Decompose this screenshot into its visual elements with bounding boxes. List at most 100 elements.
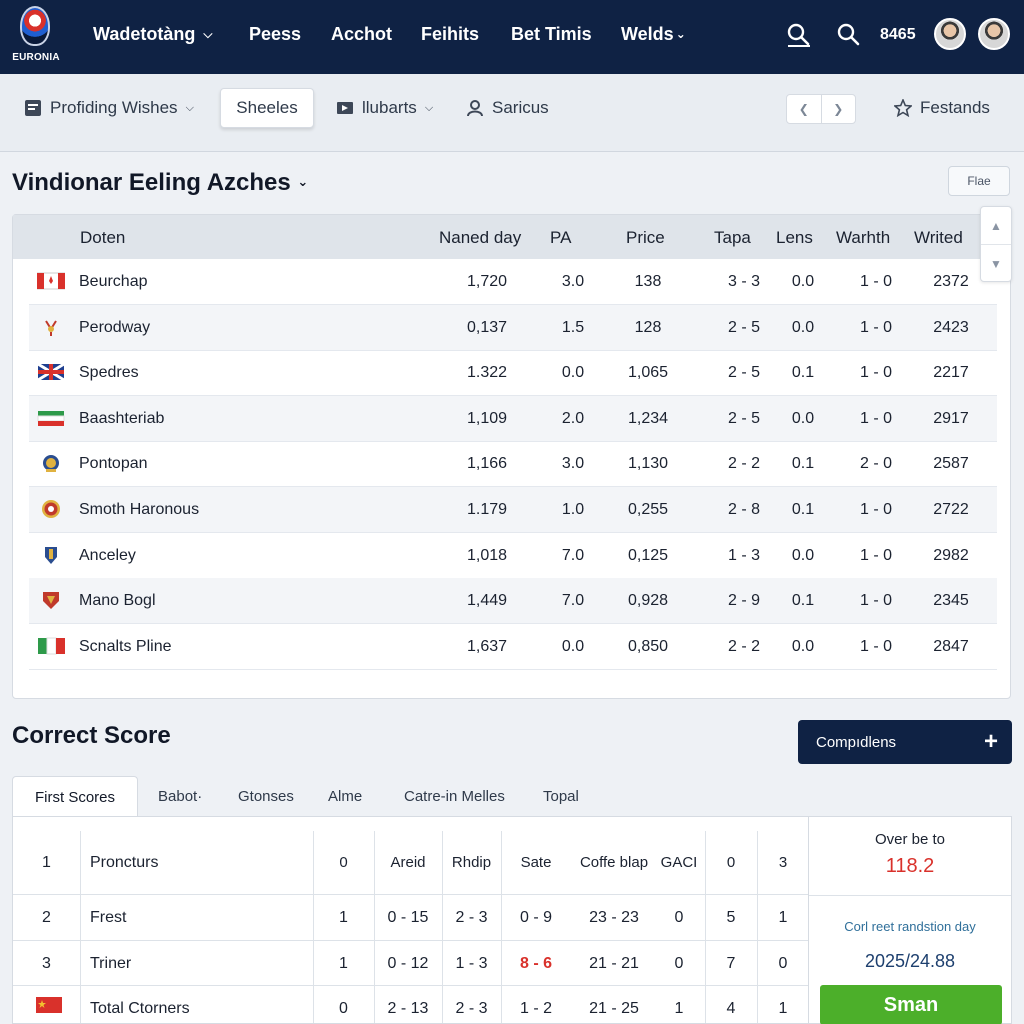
nav-item-3[interactable]: Feihits xyxy=(421,24,479,45)
cell-price[interactable]: 0,850 xyxy=(627,637,669,655)
cell-named-day[interactable]: 1,637 xyxy=(466,637,508,655)
cell-writed[interactable]: 2345 xyxy=(933,592,969,610)
tab-gtonses[interactable]: Gtonses xyxy=(238,788,294,805)
table-row[interactable]: Beurchap 1,720 3.0 138 3 - 3 0.0 1 - 0 2372 xyxy=(29,259,997,305)
cell-c3[interactable]: 1 - 3 xyxy=(455,954,488,972)
cell-c5[interactable]: Coffe blap xyxy=(579,854,649,871)
cell-c1[interactable]: 0 xyxy=(339,1000,348,1017)
tab-first-scores[interactable]: First Scores xyxy=(12,776,139,817)
cell-c4[interactable]: 0 - 9 xyxy=(519,909,552,926)
cell-c8[interactable]: 3 xyxy=(778,854,788,871)
tab-babot[interactable]: Babot· xyxy=(158,788,203,805)
cell-warhth[interactable]: 1 - 0 xyxy=(859,409,892,427)
nav-item-0[interactable]: Wadetotàng ⌵ xyxy=(93,24,212,45)
cell-pa[interactable]: 1.0 xyxy=(561,501,585,518)
column-header[interactable]: Writed xyxy=(914,228,963,247)
cell-c5[interactable]: 23 - 23 xyxy=(589,909,639,926)
cell-c3[interactable]: Rhdip xyxy=(451,854,492,871)
cell-tapa[interactable]: 2 - 2 xyxy=(727,637,760,655)
cell-lens[interactable]: 0.1 xyxy=(791,364,815,382)
cell-writed[interactable]: 2847 xyxy=(933,637,969,655)
cell-named-day[interactable]: 1,018 xyxy=(466,546,508,564)
chevron-down-icon[interactable]: ▼ xyxy=(990,257,1002,271)
cell-named-day[interactable]: 0,137 xyxy=(466,318,508,336)
cell-c6[interactable]: 0 xyxy=(674,909,684,926)
cell-c7[interactable]: 7 xyxy=(726,954,736,972)
chevron-right-icon[interactable]: ❯ xyxy=(833,102,844,116)
cell-warhth[interactable]: 1 - 0 xyxy=(859,501,892,518)
chevron-up-icon[interactable]: ▲ xyxy=(981,207,1011,245)
cell-tapa[interactable]: 1 - 3 xyxy=(727,546,760,564)
table-row[interactable]: Smoth Haronous 1.179 1.0 0,255 2 - 8 0.1 1 - 0… xyxy=(29,487,997,533)
cell-price[interactable]: 138 xyxy=(634,273,662,290)
tab-topal[interactable]: Topal xyxy=(543,788,579,805)
cell-c4[interactable]: 8 - 6 xyxy=(519,954,552,972)
cell-pa[interactable]: 7.0 xyxy=(561,546,585,564)
tab-alme[interactable]: Alme xyxy=(328,788,363,805)
cell-lens[interactable]: 0.0 xyxy=(791,637,815,655)
cell-warhth[interactable]: 1 - 0 xyxy=(859,273,892,290)
cell-tapa[interactable]: 3 - 3 xyxy=(727,273,760,290)
cell-warhth[interactable]: 1 - 0 xyxy=(859,637,892,655)
column-header[interactable]: Naned day xyxy=(439,228,522,247)
cell-c2[interactable]: 0 - 15 xyxy=(387,909,429,926)
cell-price[interactable]: 1,130 xyxy=(627,455,669,473)
cell-pa[interactable]: 2.0 xyxy=(561,409,585,427)
nav-item-4[interactable]: Bet Timis xyxy=(511,24,592,45)
cell-lens[interactable]: 0.0 xyxy=(791,409,815,427)
cell-price[interactable]: 128 xyxy=(634,318,662,336)
cell-writed[interactable]: 2423 xyxy=(933,318,969,336)
table-row[interactable]: Anceley 1,018 7.0 0,125 1 - 3 0.0 1 - 0 2982 xyxy=(29,533,997,579)
cell-pa[interactable]: 0.0 xyxy=(561,364,585,382)
cell-pa[interactable]: 1.5 xyxy=(561,318,585,336)
search-icon[interactable] xyxy=(786,22,812,48)
column-header[interactable]: Warhth xyxy=(836,228,891,247)
filter-button[interactable]: Flae xyxy=(948,166,1010,196)
cell-c1[interactable]: 0 xyxy=(339,854,348,871)
cell-c1[interactable]: 1 xyxy=(339,909,348,926)
cell-c2[interactable]: 0 - 12 xyxy=(387,954,429,972)
cell-pa[interactable]: 0.0 xyxy=(561,637,585,655)
column-header[interactable]: Tapa xyxy=(714,228,751,247)
cell-c2[interactable]: 2 - 13 xyxy=(387,1000,429,1017)
cell-tapa[interactable]: 2 - 5 xyxy=(727,318,760,336)
cell-lens[interactable]: 0.1 xyxy=(791,455,815,473)
cell-tapa[interactable]: 2 - 5 xyxy=(727,409,760,427)
column-header[interactable]: Doten xyxy=(80,228,126,247)
cell-named-day[interactable]: 1,720 xyxy=(466,273,508,290)
cell-writed[interactable]: 2722 xyxy=(933,501,969,518)
cell-writed[interactable]: 2982 xyxy=(933,546,969,564)
cell-lens[interactable]: 0.0 xyxy=(791,318,815,336)
cell-named-day[interactable]: 1,166 xyxy=(466,455,508,473)
cell-price[interactable]: 1,234 xyxy=(627,409,669,427)
nav-item-1[interactable]: Peess xyxy=(249,24,301,45)
cell-writed[interactable]: 2917 xyxy=(933,409,969,427)
cell-warhth[interactable]: 2 - 0 xyxy=(859,455,892,473)
cell-tapa[interactable]: 2 - 9 xyxy=(727,592,760,610)
cell-named-day[interactable]: 1,109 xyxy=(466,409,508,427)
cell-warhth[interactable]: 1 - 0 xyxy=(859,364,892,382)
chevron-down-icon[interactable]: ⌄ xyxy=(297,174,309,189)
favorites-button[interactable]: Festands xyxy=(894,98,990,118)
cell-writed[interactable]: 2372 xyxy=(933,273,969,290)
table-row[interactable]: Perodway 0,137 1.5 128 2 - 5 0.0 1 - 0 2423 xyxy=(29,304,997,351)
cell-tapa[interactable]: 2 - 5 xyxy=(727,364,760,382)
cell-c1[interactable]: 1 xyxy=(339,954,348,972)
cell-lens[interactable]: 0.0 xyxy=(791,546,815,564)
cell-named-day[interactable]: 1.322 xyxy=(466,364,508,382)
toolbar-item-saricus[interactable]: Saricus xyxy=(466,98,549,118)
table-row[interactable]: Scnalts Pline 1,637 0.0 0,850 2 - 2 0.0 1 - 0 2… xyxy=(29,624,997,670)
cell-pa[interactable]: 3.0 xyxy=(561,455,585,473)
nav-item-2[interactable]: Acchot xyxy=(331,24,392,45)
cell-lens[interactable]: 0.1 xyxy=(791,592,815,610)
toolbar-tab-active[interactable]: Sheeles xyxy=(220,88,314,128)
cell-c4[interactable]: Sate xyxy=(520,854,552,871)
cell-c8[interactable]: 0 xyxy=(778,954,788,972)
cell-named-day[interactable]: 1,449 xyxy=(466,592,508,610)
cell-c6[interactable]: 0 xyxy=(674,954,684,972)
column-header[interactable]: Price xyxy=(626,228,665,247)
cell-c7[interactable]: 0 xyxy=(726,854,736,871)
cell-c6[interactable]: GACI xyxy=(660,854,698,871)
brand-logo[interactable]: EURONIA xyxy=(10,4,62,68)
tab-catre-in-melles[interactable]: Catre-in Melles xyxy=(404,788,505,805)
